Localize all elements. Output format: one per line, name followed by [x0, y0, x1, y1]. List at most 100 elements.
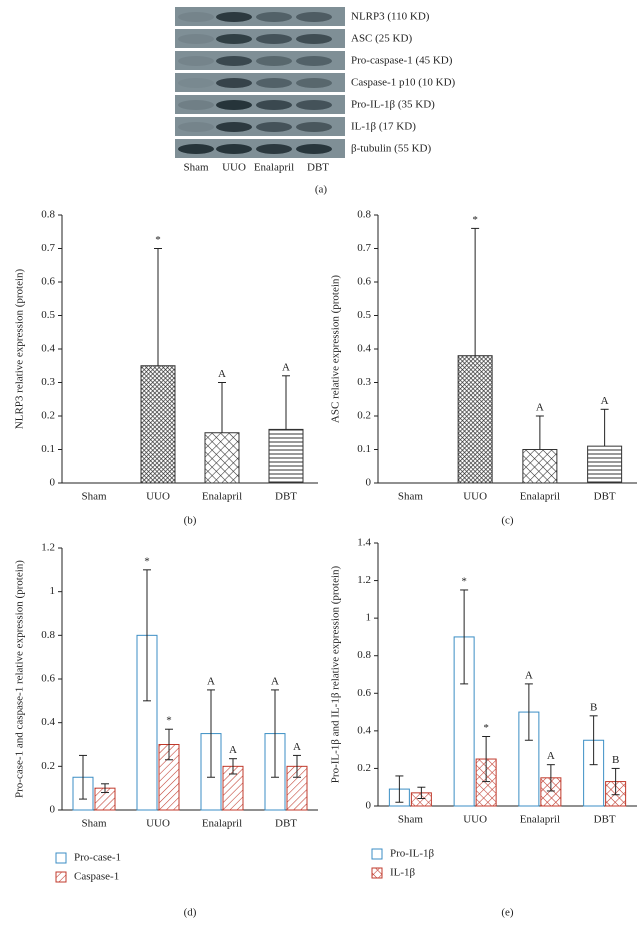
y-axis-label: Pro-case-1 and caspase-1 relative expres… — [14, 560, 26, 798]
x-tick-label: Sham — [81, 818, 107, 830]
blot-band — [216, 78, 252, 88]
error-bar — [282, 375, 290, 430]
error-bar — [395, 775, 404, 803]
y-tick-label: 1 — [50, 585, 56, 597]
y-tick-label: 0.1 — [41, 443, 55, 455]
bar — [587, 445, 623, 484]
blot-band — [216, 122, 252, 132]
y-tick-label: 1.2 — [41, 542, 55, 554]
annotation: * — [483, 722, 489, 734]
error-bar — [524, 683, 533, 741]
legend-swatch — [371, 867, 383, 879]
blot-row-label: Pro-IL-1β (35 KD) — [351, 99, 435, 111]
x-tick-label: DBT — [594, 814, 616, 826]
blot-band — [296, 122, 332, 132]
blot-band — [256, 56, 292, 66]
y-tick-label: 0 — [50, 477, 56, 489]
y-tick-label: 0.4 — [41, 716, 55, 728]
y-tick-label: 0.4 — [357, 343, 371, 355]
annotation: A — [271, 675, 279, 687]
annotation: A — [547, 750, 555, 762]
blot-band — [178, 34, 214, 44]
y-tick-label: 0.5 — [41, 309, 55, 321]
x-tick-label: Sham — [398, 491, 424, 503]
error-bar — [101, 783, 109, 794]
x-tick-label: UUO — [146, 818, 170, 830]
blot-row-label: IL-1β (17 KD) — [351, 121, 416, 133]
y-tick-label: 0.6 — [41, 276, 55, 288]
legend-label: Pro-IL-1β — [390, 848, 434, 860]
blot-band — [216, 34, 252, 44]
y-tick-label: 0.7 — [357, 242, 371, 254]
blot-band — [296, 144, 332, 154]
y-tick-label: 0.5 — [357, 309, 371, 321]
annotation: * — [472, 214, 478, 226]
bar — [522, 449, 558, 484]
blot-lane-label: UUO — [222, 162, 246, 174]
annotation: A — [525, 669, 533, 681]
bar — [204, 432, 240, 484]
blot-strip — [175, 51, 345, 70]
legend-label: Caspase-1 — [74, 871, 119, 883]
y-tick-label: 0.3 — [357, 376, 371, 388]
legend-label: Pro-case-1 — [74, 852, 121, 864]
blot-row-label: NLRP3 (110 KD) — [351, 11, 430, 23]
y-tick-label: 0.8 — [357, 209, 371, 221]
blot-strip — [175, 7, 345, 26]
blot-band — [296, 56, 332, 66]
blot-band — [178, 12, 214, 22]
y-axis-label: Pro-IL-1β and IL-1β relative expression … — [330, 565, 342, 783]
error-bar — [460, 589, 469, 685]
y-tick-label: 0.2 — [41, 410, 55, 422]
y-tick-label: 0 — [366, 477, 372, 489]
blot-band — [296, 12, 332, 22]
panel-label: (d) — [184, 907, 197, 919]
y-tick-label: 0.6 — [357, 276, 371, 288]
error-bar — [546, 764, 555, 792]
y-tick-label: 0.4 — [41, 343, 55, 355]
error-bar — [535, 415, 544, 450]
error-bar — [589, 715, 598, 766]
panel-label: (b) — [184, 515, 197, 527]
blot-lane-label: Enalapril — [254, 162, 294, 174]
blot-band — [216, 144, 252, 154]
blot-row-label: Pro-caspase-1 (45 KD) — [351, 55, 453, 67]
blot-band — [216, 100, 252, 110]
y-tick-label: 1.2 — [357, 574, 371, 586]
x-tick-label: DBT — [275, 818, 297, 830]
blot-band — [256, 100, 292, 110]
x-tick-label: UUO — [146, 491, 170, 503]
blot-lane-label: DBT — [307, 162, 329, 174]
annotation: A — [601, 395, 609, 407]
blot-band — [178, 78, 214, 88]
annotation: A — [536, 402, 544, 414]
y-tick-label: 0.8 — [357, 649, 371, 661]
y-axis-label: ASC relative expression (protein) — [330, 275, 342, 423]
y-tick-label: 0.8 — [41, 209, 55, 221]
legend-swatch — [371, 848, 383, 860]
blot-lane-label: Sham — [183, 162, 209, 174]
blot-band — [256, 12, 292, 22]
annotation: A — [282, 361, 290, 373]
error-bar — [471, 227, 480, 356]
annotation: B — [612, 754, 619, 766]
error-bar — [218, 382, 226, 433]
x-tick-label: Enalapril — [520, 814, 560, 826]
blot-band — [178, 144, 214, 154]
y-tick-label: 0.2 — [357, 762, 371, 774]
error-bar — [293, 754, 301, 778]
y-tick-label: 0.6 — [357, 687, 371, 699]
x-tick-label: Enalapril — [520, 491, 560, 503]
error-bar — [207, 689, 215, 778]
x-tick-label: DBT — [275, 491, 297, 503]
legend-label: IL-1β — [390, 867, 416, 879]
blot-band — [296, 100, 332, 110]
error-bar — [271, 689, 279, 778]
x-tick-label: Sham — [81, 491, 107, 503]
x-tick-label: UUO — [463, 491, 487, 503]
panel-label: (c) — [501, 515, 514, 527]
y-tick-label: 0.3 — [41, 376, 55, 388]
legend-swatch — [55, 871, 67, 883]
y-tick-label: 0.8 — [41, 629, 55, 641]
y-tick-label: 1 — [366, 612, 372, 624]
